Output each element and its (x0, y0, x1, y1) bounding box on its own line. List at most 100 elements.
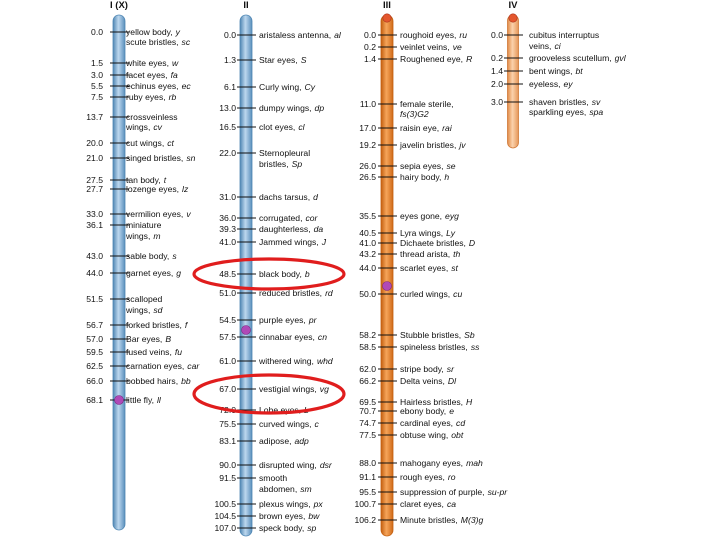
gene-name: bristles, (259, 159, 289, 169)
gene-symbol: ct (167, 138, 174, 148)
gene-symbol: rb (169, 92, 177, 102)
gene-label: rough eyes, ro (400, 472, 456, 482)
gene-label: Star eyes, S (259, 55, 307, 65)
gene-label: claret eyes, ca (400, 499, 456, 509)
gene-name: singed bristles, (126, 153, 183, 163)
gene-name: dachs tarsus, (259, 192, 310, 202)
gene-label: scute bristles, sc (126, 37, 191, 47)
gene-name: ebony body, (400, 406, 446, 416)
gene-label: fused veins, fu (126, 347, 182, 357)
gene-symbol: sr (447, 364, 455, 374)
gene-curly-wing-cy: 6.1 Curly wing, Cy (224, 82, 316, 92)
gene-scute-bristles-sc: scute bristles, sc (126, 37, 191, 47)
gene-label: vermilion eyes, v (126, 209, 191, 219)
gene-symbol: sd (153, 305, 162, 315)
gene-name: abdomen, (259, 484, 297, 494)
gene-symbol: c (315, 419, 320, 429)
chromosome-iii: III 0.0 roughoid eyes, ru 0.2 veinlet veins, v… (354, 0, 509, 537)
gene-daughterless-da: 39.3 daughterless, da (219, 224, 323, 234)
locus-position: 66.0 (86, 376, 103, 386)
gene-symbol: w (172, 58, 179, 68)
gene-name: reduced bristles, (259, 288, 322, 298)
locus-position: 5.5 (91, 81, 103, 91)
gene-label: scarlet eyes, st (400, 263, 459, 273)
gene-cinnabar-eyes-cn: 57.5 cinnabar eyes, cn (219, 332, 327, 342)
locus-position: 75.5 (219, 419, 236, 429)
gene-sepia-eyes-se: 26.0 sepia eyes, se (359, 161, 456, 171)
gene-name: crossveinless (126, 112, 178, 122)
gene-symbol: ec (182, 81, 192, 91)
locus-position: 7.5 (91, 92, 103, 102)
locus-position: 33.0 (86, 209, 103, 219)
gene-sparkling-eyes-spa: sparkling eyes, spa (529, 107, 603, 117)
gene-label: lozenge eyes, lz (126, 184, 189, 194)
gene-symbol: B (165, 334, 171, 344)
locus-position: 1.5 (91, 58, 103, 68)
gene-label: Dichaete bristles, D (400, 238, 475, 248)
gene-miniature: 36.1 miniature (86, 220, 161, 230)
gene-symbol: cl (298, 122, 305, 132)
gene-symbol: Sp (292, 159, 303, 169)
gene-symbol: cu (453, 289, 462, 299)
locus-position: 100.7 (354, 499, 376, 509)
gene-symbol: Ly (446, 228, 456, 238)
locus-position: 17.0 (359, 123, 376, 133)
gene-name: dumpy wings, (259, 103, 312, 113)
gene-symbol: lz (182, 184, 189, 194)
locus-position: 100.5 (214, 499, 236, 509)
gene-name: Dichaete bristles, (400, 238, 466, 248)
gene-symbol: ey (564, 79, 574, 89)
gene-symbol: s (172, 251, 177, 261)
locus-position: 104.5 (214, 511, 236, 521)
gene-tan-body-t: 27.5 tan body, t (86, 175, 166, 185)
highlight-black-body (192, 257, 346, 291)
gene-label: garnet eyes, g (126, 268, 181, 278)
gene-label: white eyes, w (125, 58, 179, 68)
gene-purple-eyes-pr: 54.5 purple eyes, pr (219, 315, 317, 325)
gene-label: obtuse wing, obt (400, 430, 464, 440)
gene-name: yellow body, (126, 27, 173, 37)
chromosome-title: II (243, 0, 248, 11)
gene-name: bobbed hairs, (126, 376, 178, 386)
chromosome-bar (380, 14, 394, 537)
gene-name: cubitus interruptus (529, 30, 599, 40)
centromere-marker (241, 325, 251, 335)
gene-name: shaven bristles, (529, 97, 589, 107)
gene-label: javelin bristles, jv (399, 140, 466, 150)
locus-position: 51.0 (219, 288, 236, 298)
gene-fs-3-g2: fs(3)G2 (400, 109, 429, 119)
gene-symbol: su-pr (488, 487, 509, 497)
gene-symbol: fs(3)G2 (400, 109, 429, 119)
locus-position: 27.5 (86, 175, 103, 185)
gene-label: mahogany eyes, mah (400, 458, 483, 468)
gene-name: Bar eyes, (126, 334, 162, 344)
gene-label: scalloped (126, 294, 163, 304)
gene-roughoid-eyes-ru: 0.0 roughoid eyes, ru (364, 30, 467, 40)
gene-symbol: bw (308, 511, 320, 521)
gene-symbol: al (334, 30, 342, 40)
gene-name: scute bristles, (126, 37, 179, 47)
gene-female-sterile: 11.0 female sterile, (360, 99, 454, 109)
gene-symbol: st (451, 263, 458, 273)
gene-label: spineless bristles, ss (400, 342, 480, 352)
gene-bristles-sp: bristles, Sp (259, 159, 302, 169)
locus-position: 106.2 (354, 515, 376, 525)
gene-name: spineless bristles, (400, 342, 468, 352)
gene-roughened-eye-r: 1.4 Roughened eye, R (364, 54, 472, 64)
gene-symbol: obt (451, 430, 464, 440)
gene-label: Delta veins, Dl (400, 376, 457, 386)
gene-label: sable body, s (126, 251, 177, 261)
gene-label: stripe body, sr (400, 364, 455, 374)
gene-mahogany-eyes-mah: 88.0 mahogany eyes, mah (359, 458, 483, 468)
gene-name: daughterless, (259, 224, 311, 234)
locus-position: 13.0 (219, 103, 236, 113)
gene-name: cut wings, (126, 138, 164, 148)
locus-position: 36.1 (86, 220, 103, 230)
locus-position: 57.0 (86, 334, 103, 344)
gene-symbol: vg (320, 384, 329, 394)
gene-name: disrupted wing, (259, 460, 317, 470)
gene-name: curved wings, (259, 419, 312, 429)
gene-symbol: sv (592, 97, 601, 107)
gene-symbol: se (446, 161, 455, 171)
gene-symbol: whd (317, 356, 333, 366)
